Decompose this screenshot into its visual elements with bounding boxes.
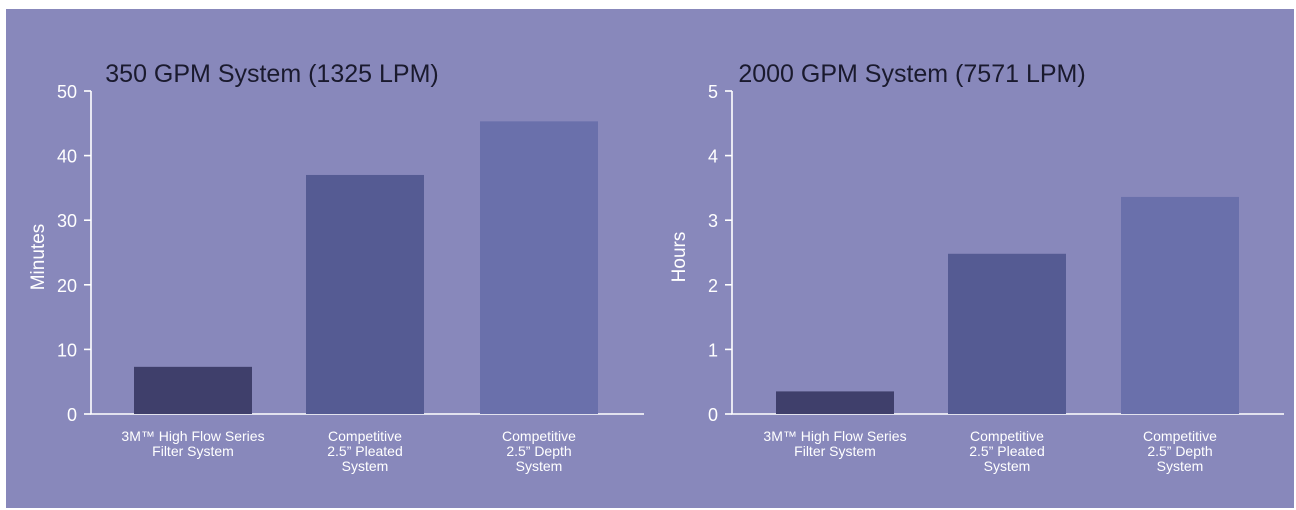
y-ticks: 0 10 20 30 40 50 xyxy=(57,82,91,425)
y-tick-label: 0 xyxy=(708,405,718,425)
bars xyxy=(776,196,1239,414)
y-ticks: 0 1 2 3 4 5 xyxy=(708,82,732,425)
bar xyxy=(306,174,424,414)
y-tick-label: 0 xyxy=(67,405,77,425)
bar xyxy=(776,391,894,414)
category-label: Competitive 2.5” Depth System xyxy=(502,428,576,474)
y-tick-label: 20 xyxy=(57,276,77,296)
bar xyxy=(1121,196,1239,414)
y-tick-label: 30 xyxy=(57,211,77,231)
bars xyxy=(134,121,598,414)
category-label: Competitive 2.5” Depth System xyxy=(1143,428,1217,474)
category-labels: 3M™ High Flow Series Filter System Competi… xyxy=(121,428,576,474)
category-labels: 3M™ High Flow Series Filter System Competi… xyxy=(763,428,1217,474)
bar xyxy=(948,253,1066,414)
bar xyxy=(480,121,598,414)
y-tick-label: 50 xyxy=(57,82,77,102)
chart-350-gpm: 350 GPM System (1325 LPM) Minutes 0 10 20 3… xyxy=(28,60,644,474)
category-label: Competitive 2.5” Pleated System xyxy=(327,428,403,474)
category-label: 3M™ High Flow Series Filter System xyxy=(763,428,906,459)
y-tick-label: 40 xyxy=(57,147,77,167)
chart-title: 2000 GPM System (7571 LPM) xyxy=(738,60,1085,88)
y-tick-label: 5 xyxy=(708,82,718,102)
y-tick-label: 10 xyxy=(57,340,77,360)
chart-2000-gpm: 2000 GPM System (7571 LPM) Hours 012345 … xyxy=(669,60,1284,474)
bar-charts: 350 GPM System (1325 LPM) Minutes 010203… xyxy=(28,60,1284,474)
y-axis-label: Minutes xyxy=(28,224,49,291)
bar xyxy=(134,366,252,414)
category-label: 3M™ High Flow Series Filter System xyxy=(121,428,264,459)
y-tick-label: 2 xyxy=(708,276,718,296)
chart-title: 350 GPM System (1325 LPM) xyxy=(105,60,438,88)
y-axis-label: Hours xyxy=(669,232,690,283)
y-tick-label: 1 xyxy=(708,340,718,360)
y-tick-label: 3 xyxy=(708,211,718,231)
category-label: Competitive 2.5” Pleated System xyxy=(969,428,1045,474)
y-tick-label: 4 xyxy=(708,147,718,167)
charts-panel: 350 GPM System (1325 LPM) Minutes 0 10 20 3… xyxy=(6,9,1294,508)
